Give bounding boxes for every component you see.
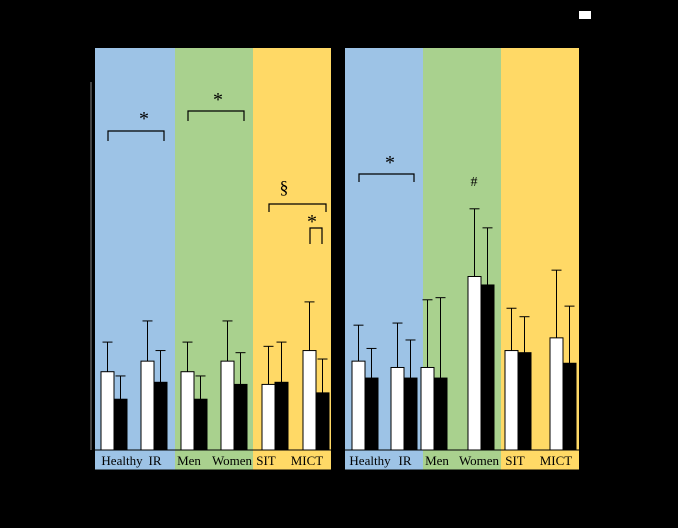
bar [420,366,435,451]
significance-bracket [358,173,415,182]
bar [480,284,495,451]
panel-right: Healthy IR Men Women SIT MICT * # [342,45,582,471]
bar [315,392,330,451]
bar [517,352,532,451]
category-label: Women [459,453,500,468]
bar [274,381,289,451]
category-label: Men [425,453,449,468]
bar [302,350,317,451]
significance-bracket [107,130,165,141]
bar [390,366,405,451]
significance-mark: # [471,175,478,190]
bar [433,377,448,451]
category-label: SIT [256,453,276,468]
category-label: Men [177,453,201,468]
bar [562,362,577,451]
bar [504,350,519,451]
bar [113,398,128,451]
panel-frame [342,45,582,471]
bar [467,276,482,451]
bar [220,360,235,451]
significance-bracket [268,203,327,212]
bar [100,371,115,451]
panel-frame [92,45,334,471]
bar [140,360,155,451]
bar [180,371,195,451]
bar [364,377,379,451]
bar [549,337,564,451]
significance-mark: * [385,152,395,174]
category-label: Healthy [349,453,391,468]
panel-left: Healthy IR Men Women SIT MICT * * § * [92,45,334,471]
bar [403,377,418,451]
bar [233,383,248,451]
category-label: SIT [505,453,525,468]
category-label: IR [399,453,412,468]
bar [153,381,168,451]
chart-panels: Healthy IR Men Women SIT MICT**§*Healthy IR Men… [92,45,582,471]
significance-mark: § [280,177,289,197]
bar [351,360,366,451]
category-label: MICT [291,453,324,468]
legend-swatch-white [579,11,591,19]
category-label: Women [212,453,253,468]
significance-mark: * [307,211,317,233]
bar [261,383,276,451]
significance-bracket [187,110,245,121]
significance-mark: * [213,89,223,111]
category-label: MICT [540,453,573,468]
category-label: Healthy [101,453,143,468]
significance-mark: * [139,108,149,130]
significance-bracket [309,227,323,244]
category-label: IR [149,453,162,468]
bar [193,398,208,451]
